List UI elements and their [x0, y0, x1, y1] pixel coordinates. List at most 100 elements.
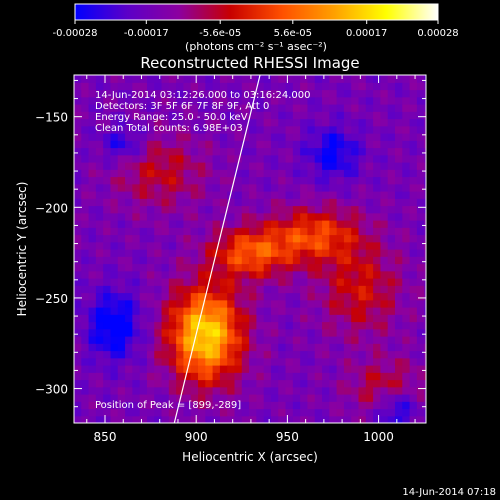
- heatmap-cell: [416, 350, 425, 359]
- heatmap-cell: [205, 415, 214, 423]
- heatmap-cell: [343, 191, 352, 199]
- heatmap-cell: [336, 357, 345, 366]
- heatmap-cell: [263, 162, 272, 170]
- heatmap-cell: [190, 372, 199, 381]
- heatmap-cell: [198, 176, 206, 185]
- heatmap-cell: [292, 118, 301, 127]
- heatmap-cell: [409, 154, 418, 163]
- heatmap-cell: [314, 234, 323, 243]
- heatmap-cell: [241, 328, 250, 337]
- heatmap-cell: [241, 415, 250, 423]
- heatmap-cell: [373, 191, 382, 199]
- heatmap-cell: [387, 270, 396, 279]
- heatmap-cell: [227, 191, 236, 199]
- heatmap-cell: [183, 169, 192, 178]
- heatmap-cell: [322, 321, 330, 330]
- heatmap-cell: [154, 205, 163, 214]
- heatmap-cell: [176, 111, 185, 120]
- heatmap-cell: [234, 220, 243, 228]
- heatmap-cell: [351, 285, 360, 294]
- heatmap-cell: [263, 314, 272, 323]
- heatmap-cell: [168, 401, 177, 410]
- heatmap-cell: [336, 299, 345, 308]
- heatmap-cell: [424, 183, 426, 192]
- heatmap-cell: [95, 118, 104, 127]
- heatmap-cell: [205, 357, 214, 366]
- heatmap-cell: [373, 125, 382, 134]
- heatmap-cell: [424, 191, 426, 199]
- heatmap-cell: [234, 285, 243, 294]
- heatmap-cell: [132, 154, 141, 163]
- heatmap-cell: [322, 125, 330, 134]
- heatmap-cell: [300, 379, 309, 388]
- heatmap-cell: [351, 212, 360, 221]
- heatmap-cell: [292, 96, 301, 105]
- heatmap-cell: [74, 183, 82, 192]
- heatmap-cell: [139, 154, 148, 163]
- heatmap-cell: [373, 328, 382, 337]
- heatmap-cell: [139, 314, 148, 323]
- heatmap-cell: [314, 111, 323, 120]
- heatmap-cell: [256, 176, 265, 185]
- heatmap-cell: [161, 169, 170, 178]
- heatmap-cell: [373, 292, 382, 301]
- heatmap-cell: [307, 205, 316, 214]
- heatmap-cell: [146, 307, 155, 315]
- heatmap-cell: [365, 415, 374, 423]
- heatmap-cell: [409, 394, 418, 402]
- heatmap-cell: [373, 350, 382, 359]
- heatmap-cell: [351, 299, 360, 308]
- heatmap-cell: [424, 372, 426, 381]
- heatmap-cell: [95, 307, 104, 315]
- heatmap-cell: [88, 220, 97, 228]
- heatmap-cell: [81, 125, 90, 134]
- heatmap-cell: [387, 285, 396, 294]
- heatmap-cell: [263, 357, 272, 366]
- heatmap-cell: [95, 104, 104, 112]
- heatmap-cell: [212, 169, 221, 178]
- heatmap-cell: [285, 89, 294, 98]
- heatmap-cell: [329, 307, 338, 315]
- heatmap-cell: [219, 256, 228, 265]
- heatmap-cell: [322, 357, 330, 366]
- heatmap-cell: [292, 328, 301, 337]
- heatmap-cell: [183, 227, 192, 236]
- heatmap-cell: [205, 176, 214, 185]
- heatmap-cell: [329, 220, 338, 228]
- heatmap-cell: [373, 147, 382, 156]
- heatmap-cell: [176, 212, 185, 221]
- heatmap-cell: [176, 263, 185, 272]
- heatmap-cell: [154, 82, 163, 91]
- heatmap-cell: [249, 343, 257, 352]
- heatmap-cell: [292, 140, 301, 149]
- heatmap-cell: [146, 118, 155, 127]
- heatmap-cell: [139, 82, 148, 91]
- heatmap-cell: [416, 234, 425, 243]
- heatmap-cell: [103, 183, 112, 192]
- heatmap-cell: [74, 314, 82, 323]
- heatmap-cell: [190, 386, 199, 395]
- heatmap-cell: [256, 205, 265, 214]
- heatmap-cell: [110, 278, 119, 286]
- heatmap-cell: [110, 401, 119, 410]
- heatmap-cell: [110, 357, 119, 366]
- heatmap-cell: [365, 299, 374, 308]
- heatmap-cell: [146, 205, 155, 214]
- heatmap-cell: [343, 140, 352, 149]
- heatmap-cell: [263, 299, 272, 308]
- heatmap-cell: [263, 125, 272, 134]
- heatmap-cell: [146, 111, 155, 120]
- heatmap-cell: [256, 365, 265, 373]
- heatmap-cell: [424, 394, 426, 402]
- heatmap-cell: [190, 278, 199, 286]
- heatmap-cell: [285, 314, 294, 323]
- heatmap-cell: [256, 198, 265, 207]
- heatmap-cell: [139, 278, 148, 286]
- heatmap-cell: [402, 140, 411, 149]
- heatmap-cell: [168, 357, 177, 366]
- heatmap-cell: [146, 415, 155, 423]
- heatmap-cell: [176, 82, 185, 91]
- heatmap-cell: [219, 104, 228, 112]
- heatmap-cell: [358, 241, 367, 250]
- heatmap-cell: [314, 169, 323, 178]
